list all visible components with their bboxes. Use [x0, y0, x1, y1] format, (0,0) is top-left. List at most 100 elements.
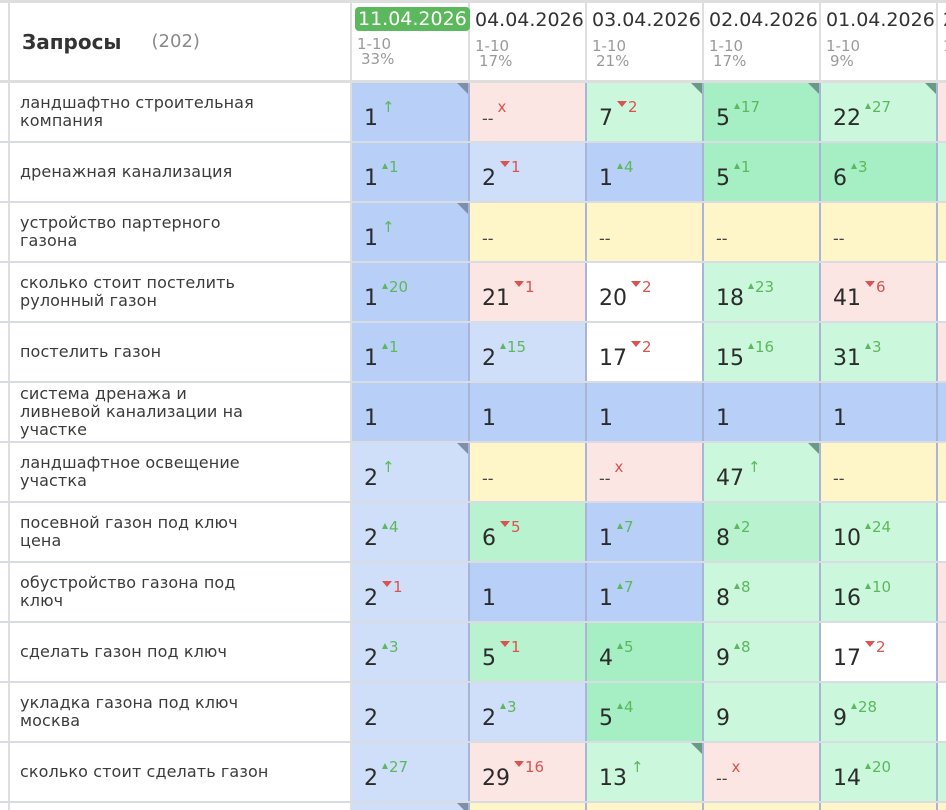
position-cell[interactable]: 13 ↑	[587, 743, 704, 801]
position-cell[interactable]	[352, 803, 470, 810]
position-cell[interactable]: 18 23	[704, 263, 821, 321]
position-cell[interactable]: 9	[704, 683, 821, 741]
query-cell[interactable]: постелить газон	[10, 323, 352, 381]
date-label[interactable]: 04.04.2026	[475, 9, 584, 31]
query-cell[interactable]: ландшафтно строительная компания	[10, 83, 352, 141]
date-column-header[interactable]: 02.04.2026 1-10 17%	[704, 3, 821, 80]
date-column-header[interactable]: 01.04.2026 1-10 9%	[821, 3, 938, 80]
position-cell[interactable]	[938, 743, 946, 801]
query-cell[interactable]: посевной газон под ключ цена	[10, 503, 352, 561]
position-cell[interactable]: 15 16	[704, 323, 821, 381]
position-cell[interactable]	[587, 803, 704, 810]
position-cell[interactable]	[938, 263, 946, 321]
date-column-header[interactable]: 11.04.2026 1-10 33%	[352, 3, 470, 80]
date-label[interactable]: 01.04.2026	[826, 9, 935, 31]
position-cell[interactable]	[938, 683, 946, 741]
position-cell[interactable]	[470, 803, 587, 810]
position-cell[interactable]: 2 15	[470, 323, 587, 381]
date-column-header[interactable]: 2 10	[938, 3, 946, 80]
position-cell[interactable]: 1	[587, 383, 704, 441]
position-cell[interactable]: 1	[821, 383, 938, 441]
position-cell[interactable]	[821, 803, 938, 810]
query-cell[interactable]: ландшафтное освещение участка	[10, 443, 352, 501]
position-cell[interactable]: 1 20	[352, 263, 470, 321]
query-cell[interactable]: сколько стоит постелить рулонный газон	[10, 263, 352, 321]
position-cell[interactable]: 2 27	[352, 743, 470, 801]
position-cell[interactable]: --	[704, 203, 821, 261]
position-cell[interactable]	[938, 503, 946, 561]
query-cell[interactable]: сколько стоит сделать газон	[10, 743, 352, 801]
position-cell[interactable]	[938, 803, 946, 810]
position-cell[interactable]: --	[470, 203, 587, 261]
position-cell[interactable]: --	[587, 203, 704, 261]
position-cell[interactable]	[938, 83, 946, 141]
position-cell[interactable]: 22 27	[821, 83, 938, 141]
position-cell[interactable]	[938, 443, 946, 501]
position-cell[interactable]: 2	[352, 683, 470, 741]
date-label[interactable]: 11.04.2026	[355, 7, 470, 31]
position-cell[interactable]: --	[821, 203, 938, 261]
position-cell[interactable]	[704, 803, 821, 810]
query-cell[interactable]: система дренажа и ливневой канализации на…	[10, 383, 352, 441]
position-cell[interactable]: -- x	[587, 443, 704, 501]
position-cell[interactable]	[938, 383, 946, 441]
position-cell[interactable]: 17 2	[821, 623, 938, 681]
query-cell[interactable]	[10, 803, 352, 810]
position-cell[interactable]: 20 2	[587, 263, 704, 321]
position-cell[interactable]	[938, 143, 946, 201]
position-cell[interactable]: 47 ↑	[704, 443, 821, 501]
position-cell[interactable]: 21 1	[470, 263, 587, 321]
position-cell[interactable]: 1	[470, 563, 587, 621]
position-cell[interactable]	[938, 323, 946, 381]
query-cell[interactable]: дренажная канализация	[10, 143, 352, 201]
query-cell[interactable]: обустройство газона под ключ	[10, 563, 352, 621]
position-cell[interactable]: 17 2	[587, 323, 704, 381]
query-cell[interactable]: сделать газон под ключ	[10, 623, 352, 681]
position-cell[interactable]: -- x	[470, 83, 587, 141]
position-cell[interactable]: --	[470, 443, 587, 501]
position-cell[interactable]	[938, 623, 946, 681]
date-label[interactable]: 02.04.2026	[709, 9, 818, 31]
date-column-header[interactable]: 04.04.2026 1-10 17%	[470, 3, 587, 80]
position-cell[interactable]: 2 ↑	[352, 443, 470, 501]
position-cell[interactable]: 41 6	[821, 263, 938, 321]
position-cell[interactable]: 1	[470, 383, 587, 441]
position-cell[interactable]: 29 16	[470, 743, 587, 801]
position-cell[interactable]: 1 ↑	[352, 203, 470, 261]
position-cell[interactable]	[938, 563, 946, 621]
date-column-header[interactable]: 03.04.2026 1-10 21%	[587, 3, 704, 80]
query-cell[interactable]: устройство партерного газона	[10, 203, 352, 261]
position-cell[interactable]: 5 17	[704, 83, 821, 141]
position-cell[interactable]: 1 ↑	[352, 83, 470, 141]
position-cell[interactable]	[938, 203, 946, 261]
date-label[interactable]: 2	[941, 7, 946, 33]
position-cell[interactable]: --	[821, 443, 938, 501]
position-cell[interactable]: 31 3	[821, 323, 938, 381]
position-cell[interactable]: 9 28	[821, 683, 938, 741]
position-cell[interactable]: -- x	[704, 743, 821, 801]
queries-column-header[interactable]: Запросы (202)	[10, 3, 352, 80]
position-cell[interactable]: 1	[704, 383, 821, 441]
position-cell[interactable]: 16 10	[821, 563, 938, 621]
position-cell[interactable]: 1	[352, 383, 470, 441]
date-label[interactable]: 03.04.2026	[592, 9, 701, 31]
